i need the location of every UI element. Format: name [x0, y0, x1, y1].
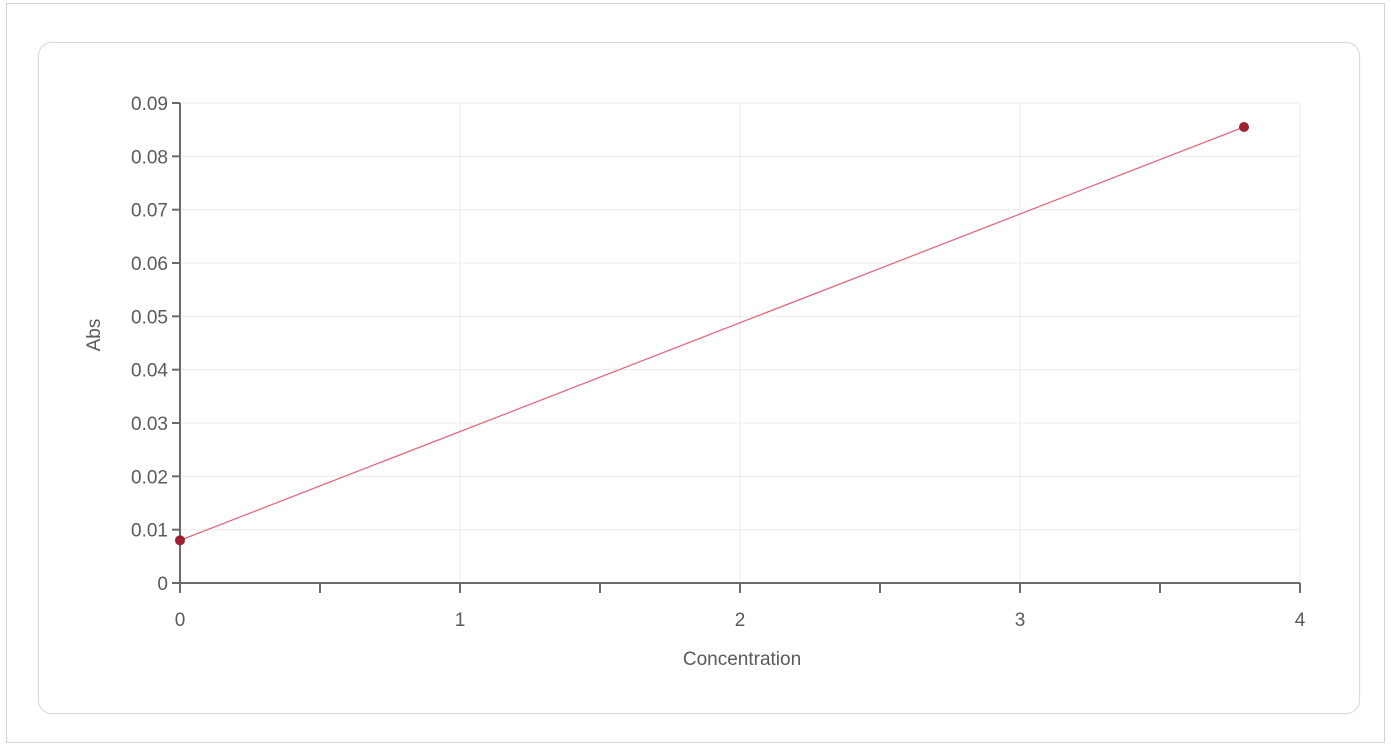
y-tick-label: 0: [157, 574, 168, 595]
grid-layer: [180, 102, 1301, 583]
series-line: [179, 126, 1245, 541]
x-tick-label: 3: [1015, 610, 1026, 631]
y-tick-label: 0.07: [131, 201, 168, 222]
x-tick-label: 1: [455, 610, 466, 631]
y-axis-title: Abs: [84, 319, 105, 352]
y-tick-label: 0.04: [131, 361, 168, 382]
data-point: [1239, 122, 1249, 132]
y-tick-label: 0.02: [131, 467, 168, 488]
y-tick-label: 0.01: [131, 521, 168, 542]
y-tick-label: 0.03: [131, 414, 168, 435]
y-tick-label: 0.09: [131, 94, 168, 115]
series-layer: [175, 122, 1249, 546]
chart-panel: [38, 42, 1360, 714]
data-point: [175, 535, 185, 546]
x-axis-title: Concentration: [683, 649, 801, 670]
x-tick-label: 2: [735, 610, 746, 631]
y-tick-label: 0.05: [131, 307, 168, 328]
axis-layer: 0 0.01 0.02 0.03 0.04 0.05 0.06 0.07 0.08 0.09 0 1 2…: [131, 94, 1306, 631]
x-tick-label: 0: [175, 610, 186, 631]
x-tick-label: 4: [1295, 610, 1306, 631]
y-tick-label: 0.08: [131, 147, 168, 168]
y-tick-label: 0.06: [131, 254, 168, 275]
